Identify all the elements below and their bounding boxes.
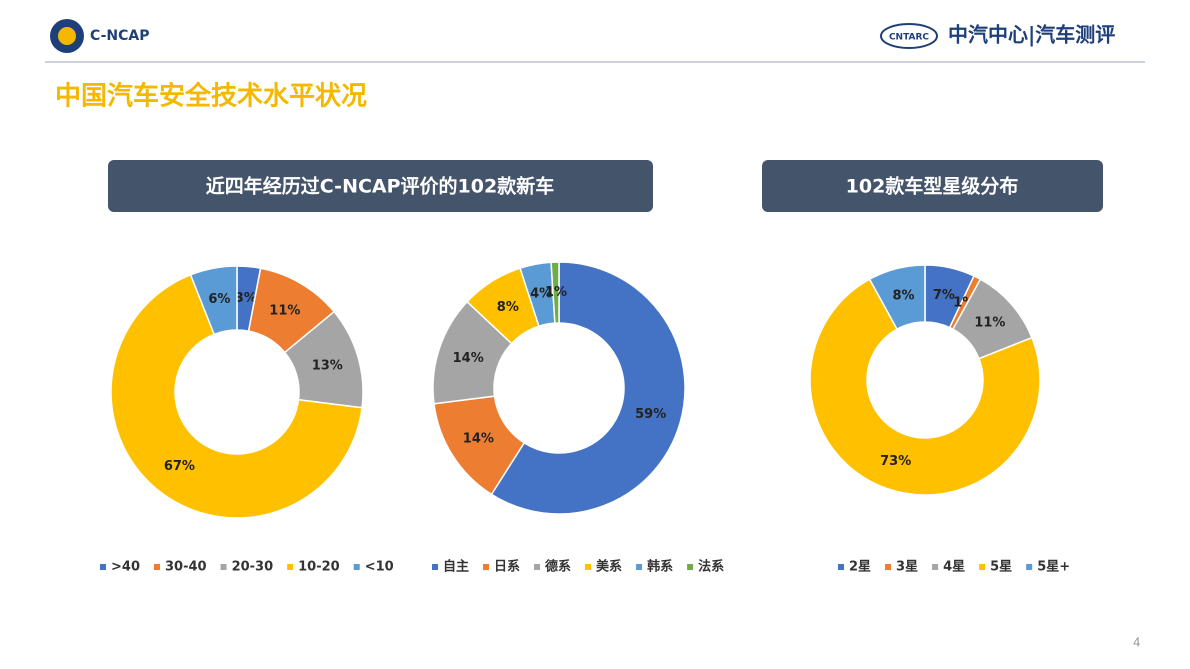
data-label: 11% [974, 315, 1005, 330]
logo-icon-core [58, 27, 76, 45]
logo-badge [880, 23, 938, 49]
legend-swatch [534, 564, 541, 570]
page-number: 4 [1133, 636, 1141, 650]
legend-label: 2星 [849, 560, 871, 575]
logo-badge-text: CNTARC [889, 33, 929, 43]
legend-label: 30-40 [165, 560, 207, 575]
legend-swatch [979, 564, 986, 570]
data-label: 6% [208, 292, 230, 307]
legend-swatch [687, 564, 694, 570]
legend-swatch [153, 564, 160, 570]
legend-swatch [1026, 564, 1033, 570]
panel-title: 102款车型星级分布 [846, 175, 1019, 198]
legend-label: 3星 [896, 560, 918, 575]
data-label: 1% [545, 285, 567, 300]
legend-swatch [585, 564, 592, 570]
panel-header [108, 160, 653, 212]
legend-label: >40 [111, 560, 140, 575]
legend-swatch [932, 564, 939, 570]
legend-label: <10 [365, 560, 394, 575]
donut-slice [490, 261, 686, 515]
slide-title: 中国汽车安全技术水平状况 [55, 81, 367, 112]
legend-swatch [220, 564, 227, 570]
panel-title: 近四年经历过C-NCAP评价的102款新车 [206, 175, 554, 198]
donut-slice [868, 264, 926, 331]
data-label: 14% [453, 351, 484, 366]
donut-slice [110, 273, 363, 519]
data-label: 7% [933, 288, 955, 303]
data-label: 14% [463, 432, 494, 447]
logo-left: C-NCAP [90, 28, 150, 44]
legend-swatch [483, 564, 490, 570]
legend-swatch [353, 564, 360, 570]
data-label: 8% [892, 289, 914, 304]
legend-label: 4星 [943, 560, 965, 575]
donut-slice [550, 261, 560, 324]
data-label: 73% [880, 454, 911, 469]
legend-label: 自主 [443, 559, 469, 575]
legend-swatch [432, 564, 438, 570]
data-label: 11% [269, 304, 300, 319]
legend-label: 日系 [494, 559, 520, 575]
data-label: 3% [235, 291, 257, 306]
legend-label: 10-20 [298, 560, 340, 575]
legend-swatch [838, 564, 844, 570]
legend-swatch [100, 564, 106, 570]
data-label: 13% [312, 358, 343, 373]
legend-label: 法系 [698, 559, 724, 575]
logo-right: 中汽中心|汽车测评 [948, 23, 1115, 47]
data-label: 4% [530, 287, 552, 302]
data-label: 8% [497, 300, 519, 315]
legend-label: 5星 [990, 560, 1012, 575]
donut-slice [189, 265, 238, 336]
panel-header [762, 160, 1103, 212]
data-label: 59% [635, 407, 666, 422]
legend-swatch [636, 564, 643, 570]
legend-label: 德系 [545, 559, 571, 575]
legend-label: 美系 [596, 559, 622, 575]
legend-swatch [885, 564, 892, 570]
donut-slice [809, 278, 1041, 496]
data-label: 67% [164, 459, 195, 474]
legend-swatch [287, 564, 294, 570]
legend-label: 5星+ [1037, 560, 1070, 575]
legend-label: 韩系 [647, 559, 673, 575]
legend-label: 20-30 [232, 560, 274, 575]
